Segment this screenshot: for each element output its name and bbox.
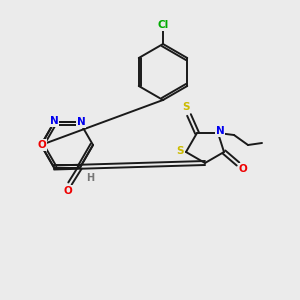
Text: O: O	[64, 185, 72, 196]
Text: O: O	[38, 140, 46, 150]
Text: N: N	[76, 118, 85, 128]
Text: N: N	[216, 126, 224, 136]
Text: O: O	[238, 164, 247, 174]
Text: H: H	[86, 172, 94, 182]
Text: N: N	[50, 116, 58, 127]
Text: Cl: Cl	[158, 20, 169, 30]
Text: S: S	[176, 146, 184, 156]
Text: S: S	[182, 102, 190, 112]
